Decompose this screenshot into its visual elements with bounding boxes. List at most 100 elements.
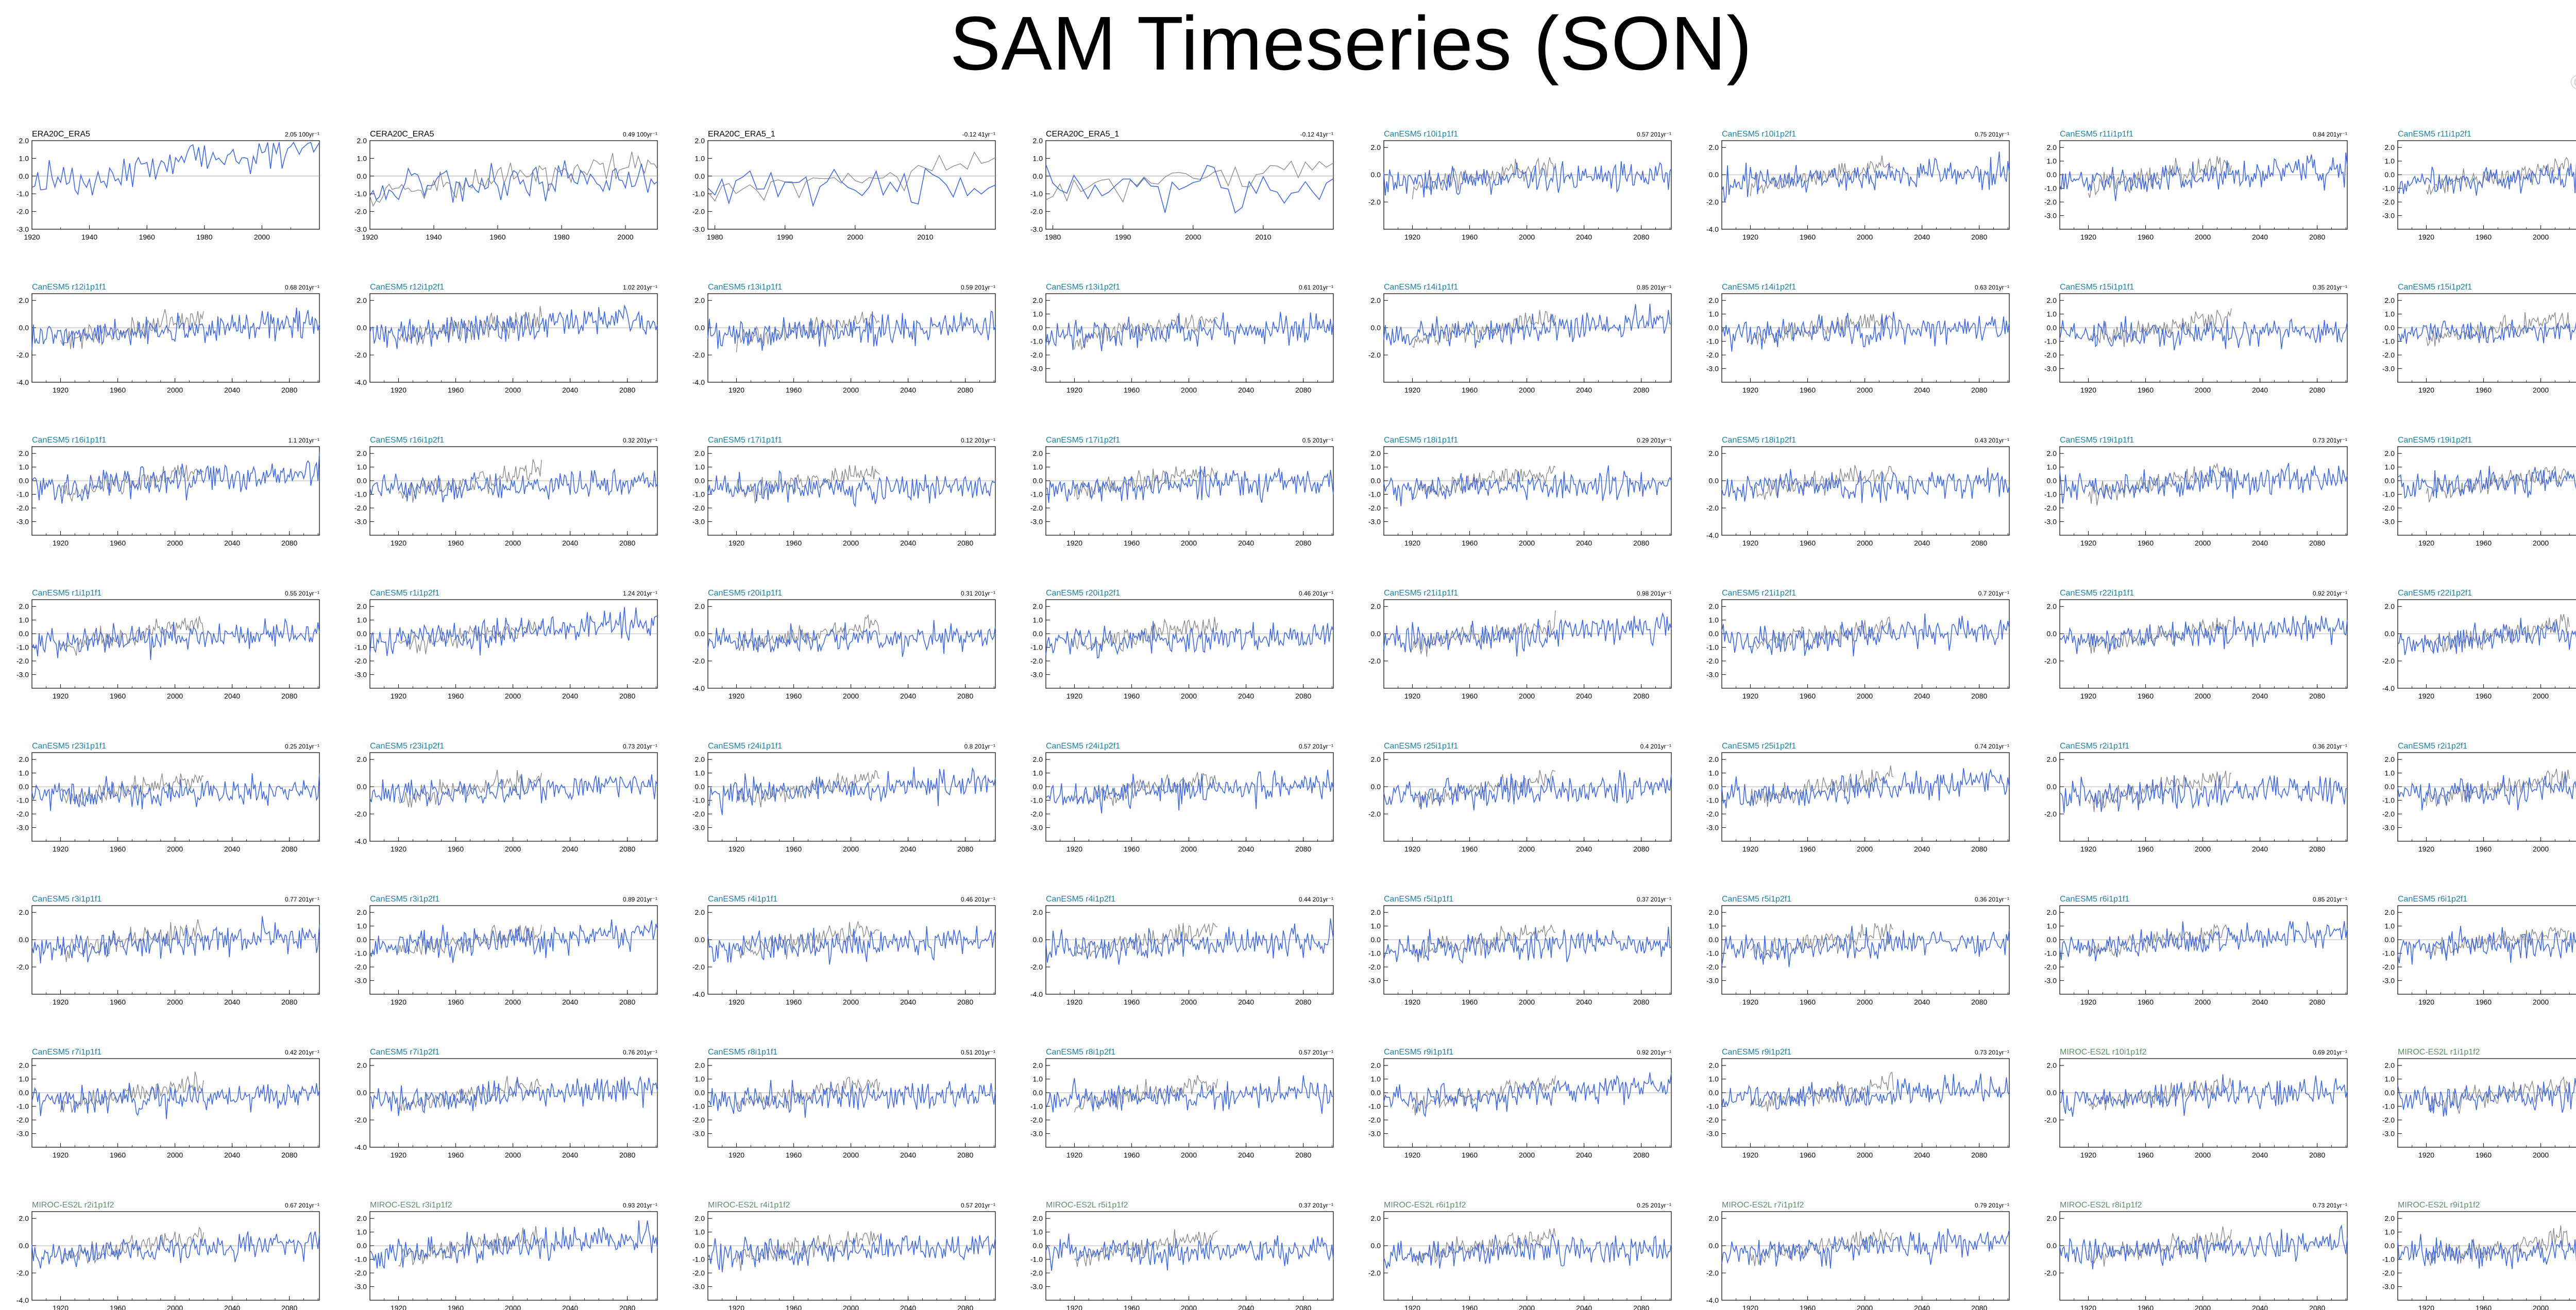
x-tick-label: 2080 <box>281 998 297 1006</box>
x-tick-label: 2040 <box>224 998 240 1006</box>
plot-frame <box>2397 1211 2576 1301</box>
x-tick-label: 2000 <box>1857 998 1873 1006</box>
x-tick-label: 2000 <box>617 233 633 241</box>
x-tick-label: 2040 <box>2252 386 2268 394</box>
y-tick-label: -2.0 <box>2044 963 2057 971</box>
y-tick-label: 2.0 <box>2047 1061 2057 1069</box>
y-tick-label: -2.0 <box>2382 810 2395 818</box>
x-tick-label: 1960 <box>2138 233 2154 241</box>
y-tick-label: 1.0 <box>2047 157 2057 165</box>
y-tick-label: -3.0 <box>16 225 29 233</box>
y-tick-label: 2.0 <box>2385 296 2395 304</box>
panel: CanESM5 r19i1p2f10.97 201yr⁻¹2.01.00.0-1… <box>2382 436 2576 547</box>
model-series-line <box>369 304 658 349</box>
x-tick-label: 1920 <box>53 539 69 547</box>
x-tick-label: 1920 <box>1742 845 1758 853</box>
x-tick-label: 2080 <box>1633 1151 1649 1159</box>
y-tick-label: -2.0 <box>1030 351 1043 359</box>
y-tick-label: -1.0 <box>692 796 705 805</box>
x-tick-label: 2040 <box>562 692 578 700</box>
x-tick-label: 1920 <box>1066 1151 1082 1159</box>
x-tick-label: 2000 <box>1185 233 1201 241</box>
model-series-line <box>2397 466 2576 499</box>
x-tick-label: 1920 <box>2418 1304 2434 1310</box>
x-tick-label: 1960 <box>2138 845 2154 853</box>
y-tick-label: 1.0 <box>2385 463 2395 471</box>
y-tick-label: 2.0 <box>19 296 29 304</box>
y-tick-label: -1.0 <box>354 190 367 198</box>
x-tick-label: 2000 <box>167 1151 183 1159</box>
y-tick-label: -3.0 <box>692 225 705 233</box>
model-series-line <box>369 607 658 656</box>
panel-trend: 0.98 201yr⁻¹ <box>1637 590 1671 597</box>
panel-label: CanESM5 r24i1p1f1 <box>708 742 782 751</box>
x-tick-label: 1920 <box>1742 1304 1758 1310</box>
panel: CanESM5 r8i1p2f1 0.57 201yr⁻¹ 2.0 1.0 0.0 -1.… <box>1030 1048 1334 1159</box>
x-tick-label: 2040 <box>1238 845 1254 853</box>
y-tick-label: 0.0 <box>357 1241 367 1250</box>
x-tick-label: 1920 <box>1742 233 1758 241</box>
y-tick-label: -1.0 <box>2382 337 2395 346</box>
x-tick-label: 1920 <box>391 692 406 700</box>
plot-frame <box>1383 599 1672 689</box>
y-tick-label: 1.0 <box>19 616 29 624</box>
panel-label: CanESM5 r6i1p2f1 <box>2398 895 2467 904</box>
panel-label: CanESM5 r21i1p2f1 <box>1722 589 1796 598</box>
plot-frame <box>1383 905 1672 995</box>
plot-frame <box>1721 905 2010 995</box>
y-tick-label: -2.0 <box>354 963 367 971</box>
panel-label: CanESM5 r10i1p2f1 <box>1722 130 1796 139</box>
model-series-line <box>2059 615 2348 654</box>
panel: MIROC-ES2L r4i1p1f2 0.57 201yr⁻¹ 2.0 1.0 0.0… <box>692 1201 996 1310</box>
x-tick-label: 2000 <box>2533 233 2549 241</box>
plot-frame <box>31 599 320 689</box>
y-tick-label: -2.0 <box>2382 1269 2395 1277</box>
y-tick-label: -3.0 <box>2044 518 2057 526</box>
y-tick-label: -3.0 <box>354 225 367 233</box>
y-tick-label: 0.0 <box>1033 1088 1043 1097</box>
panel: ERA20C_ERA5 2.05 100yr⁻¹ 2.0 1.0 0.0 -1.0 -2.0… <box>16 130 320 241</box>
y-tick-label: -3.0 <box>1368 977 1381 985</box>
model-series-line <box>1383 611 1672 657</box>
x-tick-label: 1920 <box>1066 539 1082 547</box>
panel: CanESM5 r11i1p2f10.59 201yr⁻¹2.01.00.0-1… <box>2382 130 2576 241</box>
y-tick-label: -3.0 <box>1706 977 1719 985</box>
x-tick-label: 2080 <box>1971 1151 1987 1159</box>
x-tick-label: 2080 <box>281 845 297 853</box>
y-tick-label: 2.0 <box>1371 1061 1381 1069</box>
plot-frame <box>707 1058 996 1148</box>
x-tick-label: 1960 <box>2476 845 2492 853</box>
x-tick-label: 1920 <box>728 1304 744 1310</box>
plot-frame <box>707 599 996 689</box>
panel-label: MIROC-ES2L r1i1p1f2 <box>2398 1048 2480 1057</box>
y-tick-label: 0.0 <box>19 1241 29 1250</box>
observed-series-line <box>2426 312 2570 347</box>
y-tick-label: -2.0 <box>2044 810 2057 818</box>
y-tick-label: 2.0 <box>1371 602 1381 610</box>
panel-label: CanESM5 r4i1p1f1 <box>708 895 777 904</box>
panel-trend: 0.25 201yr⁻¹ <box>1637 1202 1671 1209</box>
y-tick-label: -1.0 <box>692 1255 705 1264</box>
x-tick-label: 2080 <box>2309 233 2325 241</box>
y-tick-label: -4.0 <box>692 684 705 692</box>
plot-frame <box>1045 140 1334 230</box>
y-tick-label: -1.0 <box>692 1102 705 1111</box>
x-tick-label: 2000 <box>843 539 859 547</box>
y-tick-label: -2.0 <box>2382 1116 2395 1124</box>
panel-trend: 0.85 201yr⁻¹ <box>2313 896 2347 903</box>
x-tick-label: 1920 <box>728 845 744 853</box>
model-series-line <box>31 618 320 660</box>
x-tick-label: 2000 <box>1857 386 1873 394</box>
y-tick-label: 2.0 <box>2047 908 2057 916</box>
x-tick-label: 1920 <box>2080 1151 2096 1159</box>
model-series-line <box>1383 1234 1672 1269</box>
panel-label: CanESM5 r7i1p1f1 <box>32 1048 101 1057</box>
panel: CanESM5 r24i1p2f1 0.57 201yr⁻¹ 2.0 1.0 0.0 -1… <box>1030 742 1334 853</box>
y-tick-label: 0.0 <box>19 630 29 638</box>
x-tick-label: 1920 <box>1404 1304 1420 1310</box>
plot-frame <box>707 1211 996 1301</box>
observed-series-line <box>2426 614 2570 654</box>
x-tick-label: 1960 <box>448 386 464 394</box>
y-tick-label: 1.0 <box>2385 310 2395 318</box>
x-tick-label: 2040 <box>562 845 578 853</box>
